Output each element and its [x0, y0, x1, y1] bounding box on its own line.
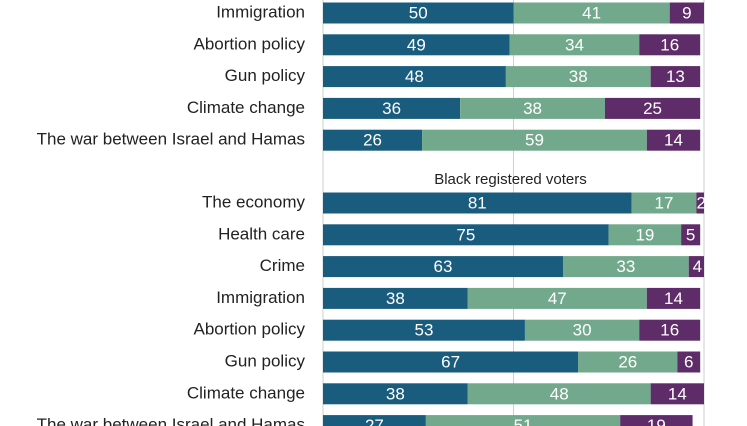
data-label: 33: [616, 257, 635, 276]
data-label: 4: [693, 257, 702, 276]
data-label: 38: [523, 99, 542, 118]
group-title: Black registered voters: [434, 171, 587, 188]
bar-segment-1: [323, 287, 468, 309]
bar-segment-2: [578, 351, 678, 373]
bar-segment-2: [524, 319, 640, 341]
bar-segment-1: [323, 319, 525, 341]
data-label: 36: [382, 99, 401, 118]
category-label: Health care: [218, 224, 305, 243]
bar-segment-1: [323, 224, 609, 246]
bar-segment-3: [646, 287, 701, 309]
bar-segment-3: [688, 256, 704, 278]
category-label: The war between Israel and Hamas: [37, 415, 305, 426]
bar-segment-1: [323, 34, 510, 56]
bar-segment-2: [509, 34, 640, 56]
bar-segment-2: [505, 66, 651, 88]
category-label: Climate change: [187, 383, 305, 402]
data-label: 75: [456, 225, 475, 244]
data-label: 81: [468, 193, 487, 212]
data-label: 14: [664, 131, 683, 150]
bar-segment-3: [669, 2, 704, 24]
bar-segment-1: [323, 97, 461, 119]
bar-segment-3: [646, 129, 701, 151]
data-label: 67: [441, 352, 460, 371]
category-label: Immigration: [216, 288, 305, 307]
data-label: 51: [514, 416, 533, 426]
data-label: 48: [550, 384, 569, 403]
bar-segment-1: [323, 351, 579, 373]
data-label: 47: [548, 289, 567, 308]
data-label: 5: [686, 225, 695, 244]
category-label: Abortion policy: [193, 320, 305, 339]
data-label: 63: [434, 257, 453, 276]
bar-segment-3: [696, 192, 704, 214]
data-label: 38: [569, 67, 588, 86]
data-label: 17: [655, 193, 674, 212]
data-label: 9: [682, 3, 691, 22]
data-label: 16: [660, 35, 679, 54]
category-label: The economy: [202, 192, 305, 211]
data-label: 26: [363, 131, 382, 150]
bar-segment-2: [467, 383, 651, 405]
category-label: Crime: [260, 256, 305, 275]
data-label: 14: [664, 289, 683, 308]
data-label: 38: [386, 289, 405, 308]
data-label: 6: [684, 352, 693, 371]
bar-segment-2: [422, 129, 647, 151]
data-label: 19: [647, 416, 666, 426]
bar-segment-2: [513, 2, 670, 24]
bar-segment-2: [425, 415, 621, 426]
bar-segment-3: [677, 351, 701, 373]
category-label: Immigration: [216, 2, 305, 21]
data-label: 14: [668, 384, 687, 403]
data-label: 13: [666, 67, 685, 86]
data-label: 59: [525, 131, 544, 150]
data-label: 53: [415, 321, 434, 340]
bar-segment-3: [639, 34, 701, 56]
data-label: 27: [365, 416, 384, 426]
bar-segment-1: [323, 129, 423, 151]
category-label: Gun policy: [225, 66, 306, 85]
data-label: 2: [696, 193, 705, 212]
data-label: 50: [409, 3, 428, 22]
bar-segment-3: [639, 319, 701, 341]
bar-segment-2: [631, 192, 697, 214]
bar-segment-1: [323, 383, 468, 405]
bar-segment-3: [620, 415, 693, 426]
bar-segment-2: [460, 97, 605, 119]
data-label: 16: [660, 321, 679, 340]
data-label: 34: [565, 35, 584, 54]
bar-segment-1: [323, 415, 426, 426]
bar-segment-1: [323, 192, 632, 214]
data-label: 38: [386, 384, 405, 403]
data-label: 19: [635, 225, 654, 244]
bar-segment-2: [467, 287, 647, 309]
bar-segment-2: [563, 256, 689, 278]
bar-segment-3: [650, 383, 704, 405]
data-label: 26: [618, 352, 637, 371]
bar-segment-1: [323, 256, 564, 278]
bar-segment-2: [608, 224, 682, 246]
category-label: Climate change: [187, 98, 305, 117]
data-label: 25: [643, 99, 662, 118]
data-label: 49: [407, 35, 426, 54]
bar-segment-1: [323, 2, 514, 24]
bar-segment-3: [650, 66, 701, 88]
category-label: Gun policy: [225, 351, 306, 370]
bar-segment-3: [604, 97, 701, 119]
data-label: 41: [582, 3, 601, 22]
data-label: 48: [405, 67, 424, 86]
category-label: Abortion policy: [193, 34, 305, 53]
bar-segment-1: [323, 66, 506, 88]
category-label: The war between Israel and Hamas: [37, 130, 305, 149]
data-label: 30: [573, 321, 592, 340]
bar-segment-3: [681, 224, 701, 246]
